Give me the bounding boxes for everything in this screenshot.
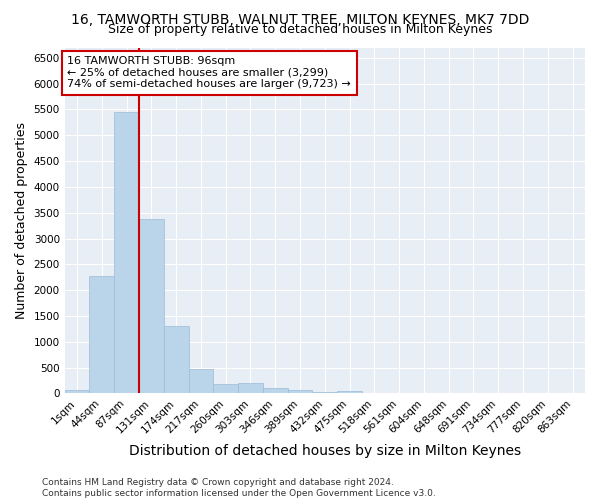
Bar xyxy=(139,219,164,394)
Bar xyxy=(337,390,362,394)
Text: Contains HM Land Registry data © Crown copyright and database right 2024.
Contai: Contains HM Land Registry data © Crown c… xyxy=(42,478,436,498)
Bar xyxy=(164,326,188,394)
Text: 16 TAMWORTH STUBB: 96sqm
← 25% of detached houses are smaller (3,299)
74% of sem: 16 TAMWORTH STUBB: 96sqm ← 25% of detach… xyxy=(67,56,351,90)
Bar xyxy=(238,383,263,394)
Bar xyxy=(89,276,114,394)
Bar xyxy=(114,112,139,394)
Y-axis label: Number of detached properties: Number of detached properties xyxy=(15,122,28,319)
Bar xyxy=(287,390,313,394)
Text: Size of property relative to detached houses in Milton Keynes: Size of property relative to detached ho… xyxy=(108,22,492,36)
Bar xyxy=(214,384,238,394)
Bar xyxy=(65,390,89,394)
Bar xyxy=(313,392,337,394)
X-axis label: Distribution of detached houses by size in Milton Keynes: Distribution of detached houses by size … xyxy=(129,444,521,458)
Bar xyxy=(263,388,287,394)
Bar xyxy=(188,369,214,394)
Text: 16, TAMWORTH STUBB, WALNUT TREE, MILTON KEYNES, MK7 7DD: 16, TAMWORTH STUBB, WALNUT TREE, MILTON … xyxy=(71,12,529,26)
